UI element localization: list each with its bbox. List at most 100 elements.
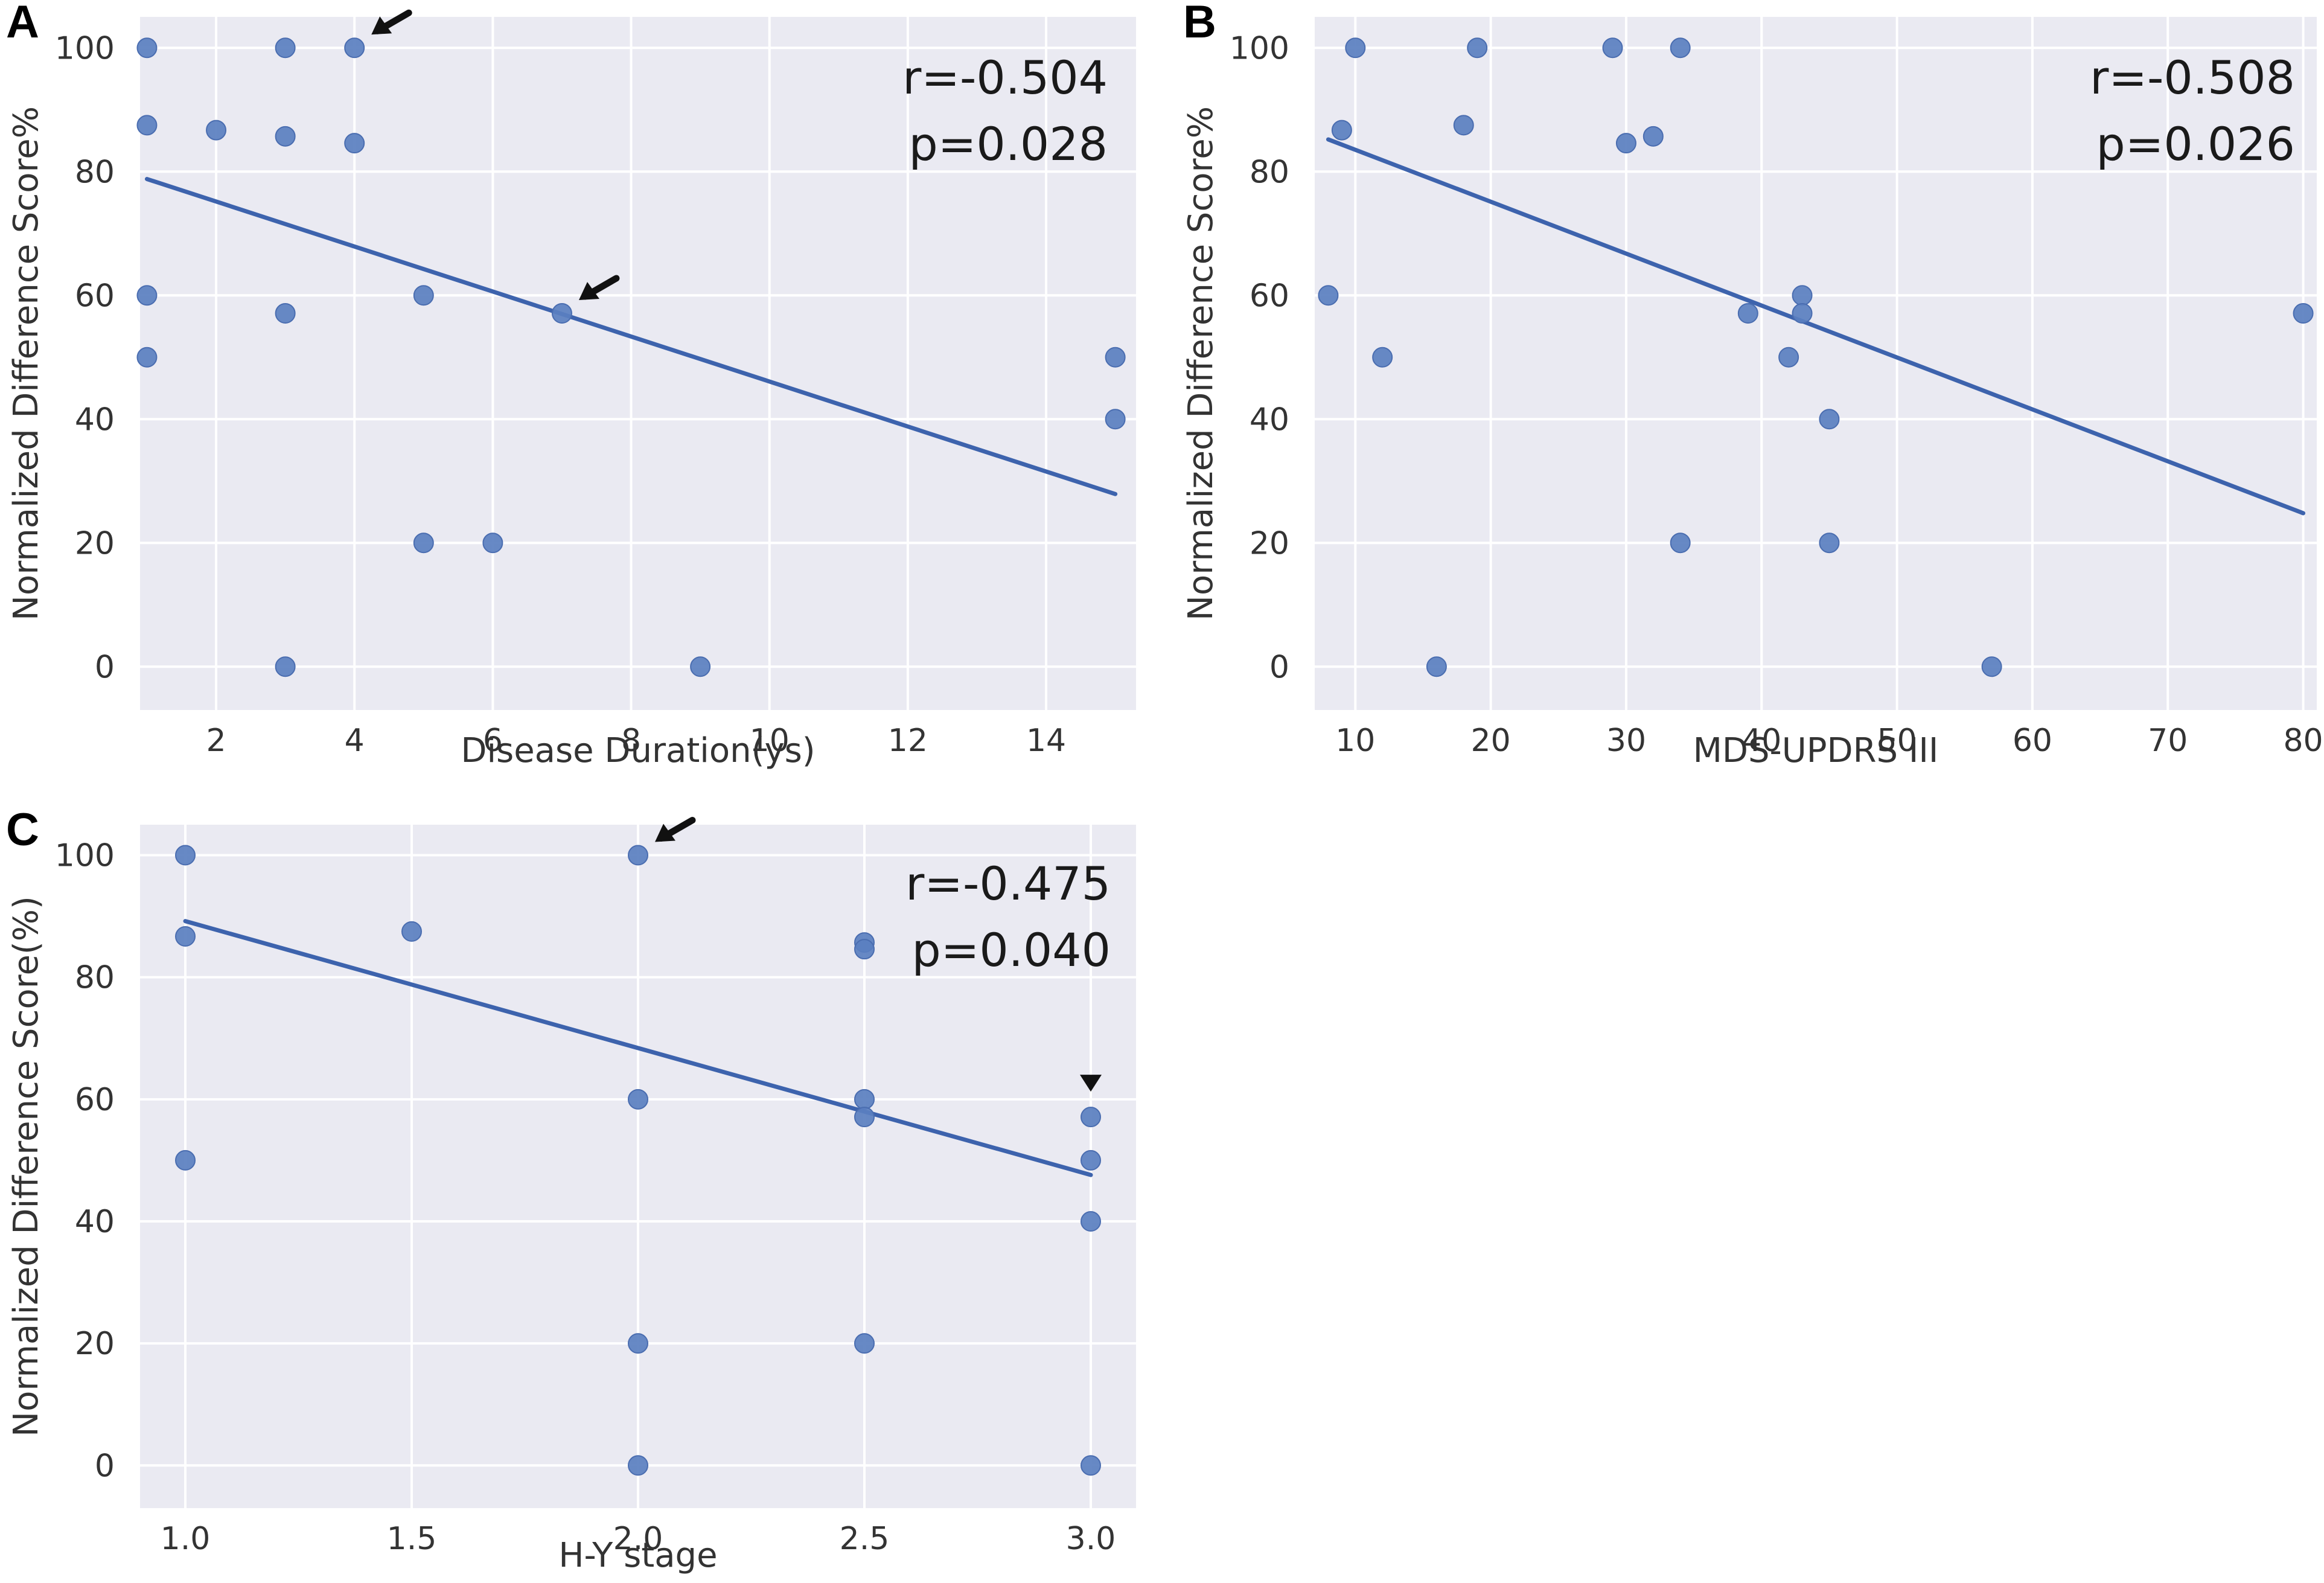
panel-c-y-tick-label: 0	[95, 1448, 115, 1484]
panel-c: 1.0 1.5 2.0 2.5 3.0 0 20 40 60 80 100 C H-Y stage…	[6, 804, 1136, 1575]
panel-a-x-ticks: 2 4 6 8 10 12 14	[206, 723, 1066, 759]
panel-c-y-tick-label: 20	[75, 1326, 115, 1362]
panel-a-data-point	[136, 37, 158, 59]
panel-a-fit-line-group	[144, 177, 1118, 496]
panel-a-data-point	[344, 37, 365, 59]
panel-c-annotations	[655, 817, 1102, 1092]
panel-a-data-point	[690, 656, 711, 677]
panel-b-data-point	[1792, 285, 1813, 306]
panel-b-data-point	[1670, 37, 1691, 59]
panel-c-data-point	[175, 926, 196, 947]
panel-b-y-tick-label: 60	[1250, 278, 1289, 314]
panel-c-data-point	[175, 1150, 196, 1171]
panel-b-y-ticks: 0 20 40 60 80 100	[1230, 30, 1289, 685]
panel-b-letter: B	[1183, 0, 1216, 48]
panel-a-points	[136, 37, 1126, 677]
panel-a-x-tick-label: 4	[345, 723, 365, 759]
panel-c-data-point	[628, 845, 648, 866]
panel-b-p-value: p=0.026	[2096, 117, 2296, 171]
panel-b-data-point	[1426, 656, 1447, 677]
panel-b-data-point	[1372, 347, 1393, 368]
panel-b-data-point	[1670, 532, 1691, 554]
panel-c-x-ticks: 1.0 1.5 2.0 2.5 3.0	[161, 1521, 1116, 1557]
panel-c-y-tick-label: 80	[75, 960, 115, 996]
panel-b-data-point	[1778, 347, 1799, 368]
panel-a-x-tick-label: 10	[750, 723, 790, 759]
panel-c-y-tick-label: 60	[75, 1082, 115, 1118]
panel-a-data-point	[344, 133, 365, 154]
panel-a-letter: A	[6, 0, 39, 48]
panel-a-data-point	[1105, 347, 1126, 368]
panel-a-data-point	[551, 302, 572, 324]
panel-a-grid	[140, 17, 1136, 710]
panel-b-x-tick-label: 70	[2148, 723, 2188, 759]
panel-c-y-label: Normalized Difference Score(%)	[7, 896, 46, 1437]
panel-a-background	[140, 17, 1136, 710]
panel-c-data-point	[1081, 1107, 1101, 1128]
panel-a-data-point	[482, 532, 503, 554]
panel-a-y-tick-label: 100	[55, 30, 115, 66]
panel-c-y-ticks: 0 20 40 60 80 100	[55, 838, 115, 1485]
panel-c-data-point	[854, 1107, 875, 1128]
panel-c-x-tick-label: 2.5	[840, 1521, 890, 1557]
panel-b: 10 20 30 40 50 60 70 80 0 20 40 60 80 100 B MDS-UPDR…	[1181, 0, 2323, 770]
panel-b-x-tick-label: 80	[2283, 723, 2323, 759]
panel-c-x-label: H-Y stage	[558, 1536, 717, 1575]
panel-c-fit-line	[183, 919, 1093, 1177]
panel-b-background	[1315, 17, 2317, 710]
panel-a-x-tick-label: 2	[206, 723, 226, 759]
panel-a-data-point	[136, 115, 158, 136]
panel-c-x-tick-label: 1.0	[161, 1521, 211, 1557]
panel-b-x-tick-label: 10	[1335, 723, 1375, 759]
panel-a-x-tick-label: 8	[621, 723, 641, 759]
panel-b-x-tick-label: 30	[1606, 723, 1646, 759]
panel-a-data-point	[413, 285, 434, 306]
panel-a-data-point	[413, 532, 434, 554]
panel-b-data-point	[1792, 302, 1813, 324]
panel-c-points	[175, 845, 1101, 1476]
panel-c-x-tick-label: 1.5	[387, 1521, 437, 1557]
panel-a-y-tick-label: 60	[75, 278, 115, 314]
panel-a-y-tick-label: 20	[75, 525, 115, 561]
panel-b-x-tick-label: 50	[1877, 723, 1917, 759]
panel-a-data-point	[275, 126, 296, 147]
panel-b-y-tick-label: 20	[1250, 525, 1289, 561]
panel-b-data-point	[1602, 37, 1623, 59]
panel-c-data-point	[628, 1455, 648, 1476]
arrow-icon	[371, 9, 412, 35]
panel-b-data-point	[1615, 133, 1636, 154]
panel-a-fit-line	[144, 177, 1118, 496]
panel-a-y-tick-label: 80	[75, 154, 115, 190]
panel-c-data-point	[175, 845, 196, 866]
panel-c-data-point	[854, 939, 875, 960]
panel-b-data-point	[1981, 656, 2002, 677]
panel-b-data-point	[1345, 37, 1366, 59]
panel-a-data-point	[136, 347, 158, 368]
panel-a-data-point	[206, 120, 227, 141]
panel-b-r-value: r=-0.508	[2090, 51, 2295, 104]
panel-a-y-label: Normalized Difference Score%	[7, 106, 46, 621]
panel-a-data-point	[136, 285, 158, 306]
panel-b-grid	[1315, 17, 2317, 710]
panel-a-x-label: Disease Duration(ys)	[461, 731, 815, 770]
panel-b-data-point	[1819, 409, 1840, 430]
panel-a-y-ticks: 0 20 40 60 80 100	[55, 30, 115, 685]
panel-b-x-tick-label: 40	[1741, 723, 1781, 759]
panel-b-fit-line	[1326, 137, 2306, 516]
panel-c-p-value: p=0.040	[912, 923, 1111, 977]
triangle-marker-icon	[1080, 1075, 1102, 1092]
panel-c-data-point	[628, 1089, 648, 1110]
panel-b-data-point	[1331, 120, 1352, 141]
panel-a-r-value: r=-0.504	[902, 51, 1108, 104]
panel-b-y-tick-label: 100	[1230, 30, 1289, 66]
panel-b-data-point	[1819, 532, 1840, 554]
panel-a-data-point	[275, 656, 296, 677]
panel-c-y-tick-label: 100	[55, 838, 115, 874]
panel-c-fit-line-group	[183, 919, 1093, 1177]
panel-b-y-label: Normalized Difference Score%	[1181, 106, 1221, 621]
panel-b-data-point	[1642, 126, 1664, 147]
panel-c-data-point	[1081, 1150, 1101, 1171]
panel-a-x-tick-label: 14	[1026, 723, 1066, 759]
panel-c-data-point	[628, 1333, 648, 1354]
arrow-icon	[655, 817, 696, 842]
